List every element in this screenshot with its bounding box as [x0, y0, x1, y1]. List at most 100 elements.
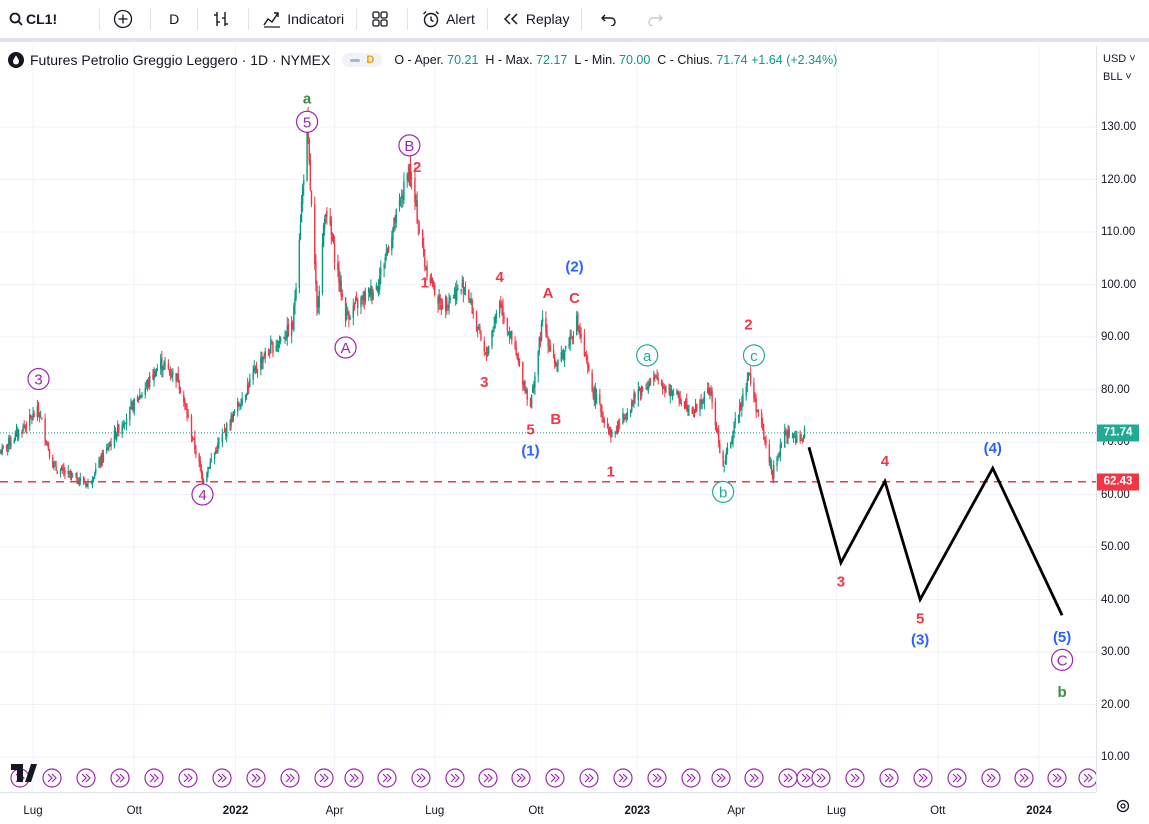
candle-body — [207, 467, 209, 474]
redo-button[interactable] — [636, 4, 678, 34]
market-status-badge[interactable]: D — [342, 53, 383, 67]
candle-body — [531, 386, 534, 393]
candle-body — [464, 286, 467, 288]
candle-body — [154, 371, 156, 378]
replay-button[interactable]: Replay — [492, 4, 578, 34]
candle-body — [686, 399, 688, 410]
candle-body — [491, 331, 493, 347]
candle-body — [156, 368, 159, 371]
candle-body — [484, 353, 487, 355]
symbol-search-button[interactable]: CL1! — [0, 4, 65, 34]
candle-body — [591, 372, 593, 391]
candle-body — [0, 452, 2, 454]
candle-body — [684, 400, 687, 408]
undo-button[interactable] — [586, 4, 636, 34]
candle-body — [5, 445, 8, 449]
candle-body — [310, 190, 313, 205]
candle-body — [31, 418, 33, 420]
gear-icon[interactable] — [1114, 797, 1132, 815]
candle-body — [580, 334, 582, 338]
candle-body — [500, 304, 502, 308]
candle-body — [260, 357, 262, 370]
candle-body — [439, 298, 441, 303]
candle-body — [14, 432, 17, 441]
candle-body — [780, 445, 783, 448]
price-tick-label: 30.00 — [1101, 646, 1130, 658]
interval-button[interactable]: D — [155, 4, 193, 34]
candle-body — [449, 298, 451, 301]
candle-body — [616, 425, 619, 433]
candle-body — [748, 373, 751, 375]
candle-body — [340, 280, 342, 296]
candle-body — [568, 343, 570, 347]
candle-body — [109, 443, 111, 447]
candle-body — [275, 346, 277, 351]
candle-body — [769, 462, 772, 465]
legend-title[interactable]: Futures Petrolio Greggio Leggero · 1D · … — [30, 52, 331, 68]
candle-body — [167, 364, 170, 369]
last-price-tag: 71.74 — [1097, 424, 1139, 442]
candle-body — [529, 398, 532, 408]
indicators-button[interactable]: Indicatori — [253, 4, 352, 34]
event-marker-icon — [285, 773, 295, 783]
candle-body — [678, 393, 680, 400]
chart-style-button[interactable] — [202, 4, 244, 34]
candle-body — [376, 287, 379, 290]
layouts-button[interactable] — [361, 4, 403, 34]
compare-button[interactable] — [104, 4, 146, 34]
candle-body — [402, 197, 404, 199]
candle-body — [239, 405, 241, 407]
candle-body — [506, 318, 509, 331]
candle-body — [106, 447, 108, 452]
candle-body — [37, 407, 40, 411]
candle-body — [801, 440, 804, 441]
candle-body — [144, 388, 146, 396]
event-marker-icon — [618, 773, 628, 783]
candle-body — [8, 437, 10, 446]
candle-body — [330, 220, 332, 235]
candle-body — [593, 389, 596, 400]
candle-body — [460, 289, 462, 291]
currency-dropdown[interactable]: USD ˅ — [1103, 53, 1136, 65]
candle-body — [261, 355, 263, 363]
candle-body — [272, 341, 274, 354]
add-compare-icon — [112, 8, 134, 30]
candle-body — [300, 201, 303, 223]
candle-body — [699, 399, 701, 411]
candle-body — [434, 284, 436, 296]
candle-body — [95, 468, 97, 474]
candle-body — [742, 394, 744, 406]
candle-body — [438, 295, 440, 302]
candle-body — [329, 216, 331, 224]
event-marker-icon — [1052, 773, 1062, 783]
candle-body — [595, 394, 598, 404]
candle-body — [785, 430, 787, 432]
candle-body — [475, 311, 478, 329]
candle-body — [410, 178, 413, 179]
candle-body — [192, 437, 195, 439]
time-tick-label: 2023 — [624, 805, 651, 817]
time-tick-label: Apr — [325, 805, 344, 817]
price-axis[interactable] — [1096, 46, 1149, 792]
unit-dropdown[interactable]: BLL ˅ — [1103, 71, 1132, 83]
candle-body — [323, 218, 326, 229]
candle-body — [563, 350, 566, 361]
candle-body — [44, 419, 46, 441]
wave-label: c — [750, 348, 758, 365]
alert-button[interactable]: Alert — [412, 4, 483, 34]
price-tick-label: 90.00 — [1101, 331, 1130, 343]
time-axis[interactable] — [0, 792, 1096, 824]
candle-body — [625, 417, 627, 419]
candle-body — [452, 297, 455, 299]
candle-body — [256, 371, 259, 373]
candle-body — [611, 435, 613, 437]
candle-body — [747, 373, 750, 380]
candle-body — [337, 263, 339, 271]
candle-body — [177, 374, 179, 383]
candle-body — [86, 483, 88, 487]
candle-body — [441, 306, 444, 310]
candle-body — [129, 406, 131, 420]
candle-body — [92, 478, 95, 481]
